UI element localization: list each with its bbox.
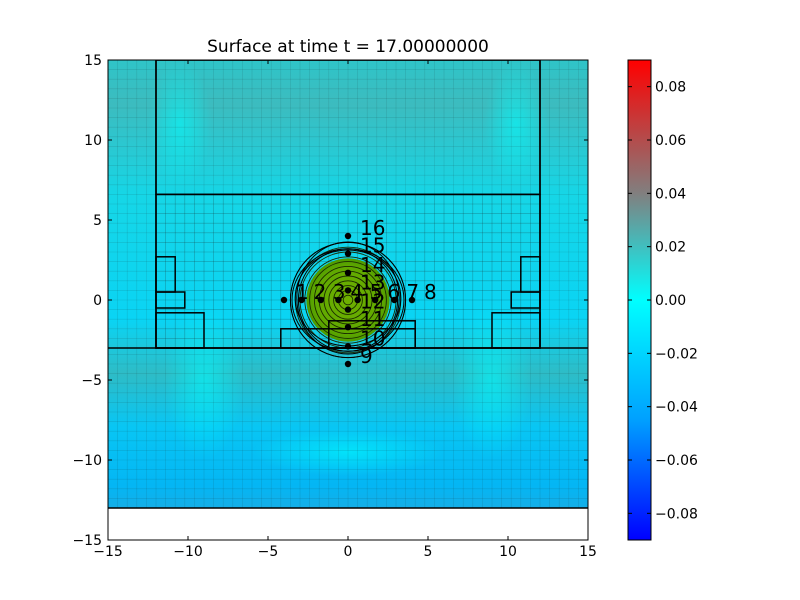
colorbar-ticks: 0.08 0.06 0.04 0.02 0.00 −0.02 −0.04 −0.06 −0.08 <box>628 80 698 522</box>
x-tick-label: 5 <box>424 544 433 560</box>
gauge-label-16: 16 <box>360 216 385 240</box>
x-tick-label: 0 <box>344 544 353 560</box>
gauge-point-12 <box>344 306 352 313</box>
x-tick-label: −5 <box>258 544 279 560</box>
gauge-label-11: 11 <box>360 307 385 331</box>
gauge-point-9 <box>344 360 352 368</box>
x-tick-label: 10 <box>499 544 517 560</box>
hump-contour <box>309 261 387 339</box>
highlight-2 <box>148 60 212 188</box>
wave-highlights <box>148 60 548 476</box>
gauge-point-7 <box>391 296 398 304</box>
y-tick-label: 5 <box>93 213 102 229</box>
hump-contour-outer <box>291 248 405 352</box>
gauge-point-15 <box>344 250 352 257</box>
colorbar-tick-label: 0.00 <box>655 293 686 309</box>
hump-contour-outer <box>289 241 407 359</box>
highlight-0 <box>164 300 244 460</box>
gauge-point-2 <box>298 296 305 304</box>
colorbar-tick-label: −0.08 <box>655 506 698 522</box>
gauge-label-14: 14 <box>360 253 385 277</box>
gauge-point-3 <box>317 296 324 304</box>
y-tick-label: −10 <box>72 453 102 469</box>
gauge-label-8: 8 <box>424 280 437 304</box>
colorbar-tick-label: 0.08 <box>655 80 686 96</box>
y-tick-label: 15 <box>84 53 102 69</box>
gauge-label-9: 9 <box>360 344 373 368</box>
y-tick-label: −5 <box>81 373 102 389</box>
highlight-1 <box>452 300 532 460</box>
gauge-point-4 <box>335 296 342 304</box>
y-tick-label: 10 <box>84 133 102 149</box>
hump-contour <box>342 294 354 306</box>
gauge-label-12: 12 <box>360 290 385 314</box>
x-tick-label: −10 <box>173 544 203 560</box>
colorbar-tick-label: −0.04 <box>655 400 698 416</box>
highlight-4 <box>252 428 444 476</box>
hump-contour <box>313 265 383 335</box>
y-axis: 15 10 5 0 −5 −10 −15 <box>72 53 588 549</box>
gauge-point-1 <box>280 296 288 304</box>
colorbar-tick-label: −0.02 <box>655 346 698 362</box>
gauge-point-13 <box>344 287 352 294</box>
x-tick-label: −15 <box>93 544 123 560</box>
colorbar-tick-label: 0.02 <box>655 240 686 256</box>
y-tick-label: −15 <box>72 533 102 549</box>
gauge-point-6 <box>372 296 379 304</box>
gauge-label-10: 10 <box>360 326 385 350</box>
gauge-label-13: 13 <box>360 270 385 294</box>
gauge-point-10 <box>344 343 352 350</box>
gauge-point-16 <box>344 232 352 240</box>
colorbar: 0.08 0.06 0.04 0.02 0.00 −0.02 −0.04 −0.06 −0.08 <box>627 59 698 541</box>
colorbar-tick-label: 0.06 <box>655 133 686 149</box>
hump-contour <box>333 285 363 315</box>
gauge-label-15: 15 <box>360 234 385 258</box>
gauge-point-11 <box>344 324 352 331</box>
coarse-mesh <box>108 60 588 509</box>
y-tick-label: 0 <box>93 293 102 309</box>
x-tick-label: 15 <box>579 544 597 560</box>
highlight-3 <box>484 60 548 188</box>
hump-contour <box>323 275 373 325</box>
colorbar-tick-label: 0.04 <box>655 186 686 202</box>
x-axis: −15 −10 −5 0 5 10 15 <box>93 60 597 560</box>
gauge-point-8 <box>408 296 416 304</box>
gauge-point-5 <box>354 296 361 304</box>
hump-contour <box>328 280 368 320</box>
colorbar-tick-label: −0.06 <box>655 453 698 469</box>
gauge-point-14 <box>344 269 352 276</box>
chart-title: Surface at time t = 17.00000000 <box>207 37 489 57</box>
